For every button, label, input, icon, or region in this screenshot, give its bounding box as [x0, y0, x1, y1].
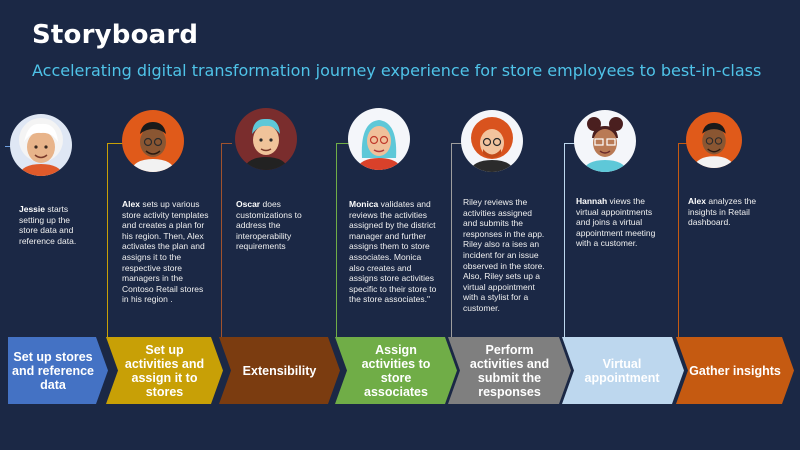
- persona-name: Oscar: [236, 199, 261, 209]
- avatar-oscar: [235, 108, 297, 170]
- persona-text: Riley reviews the activities assigned an…: [463, 197, 545, 313]
- connector-alex: [107, 143, 123, 338]
- page-subtitle: Accelerating digital transformation jour…: [32, 61, 762, 80]
- connector-alex-insights: [678, 143, 687, 338]
- stage-label: Assign activities to store associates: [361, 342, 431, 399]
- persona-name: Hannah: [576, 196, 608, 206]
- connector-hannah: [564, 143, 577, 338]
- stage-perform-activities: Perform activities and submit the respon…: [448, 337, 571, 404]
- avatar-jessie: [10, 114, 72, 176]
- stage-virtual-appointment: Virtual appointment: [562, 337, 684, 404]
- connector-monica: [336, 143, 349, 338]
- persona-text: does customizations to address the inter…: [236, 199, 302, 252]
- persona-text: sets up various store activity templates…: [122, 199, 209, 305]
- avatar-riley: [461, 110, 523, 172]
- stage-extensibility: Extensibility: [219, 337, 340, 404]
- persona-desc-alex: Alex sets up various store activity temp…: [122, 199, 210, 305]
- avatar-alex: [122, 110, 184, 172]
- persona-name: Monica: [349, 199, 379, 209]
- persona-name: Jessie: [19, 204, 45, 214]
- stage-label: Gather insights: [689, 363, 781, 378]
- persona-desc-oscar: Oscar does customizations to address the…: [236, 199, 314, 252]
- page-title: Storyboard: [32, 20, 199, 50]
- persona-text: views the virtual appointments and joins…: [576, 196, 656, 249]
- connector-riley: [451, 143, 464, 338]
- avatar-alex-insights: [686, 112, 742, 168]
- stage-setup-stores: Set up stores and reference data: [8, 337, 108, 404]
- stage-label: Set up stores and reference data: [12, 349, 94, 392]
- persona-desc-alex-insights: Alex analyzes the insights in Retail das…: [688, 196, 768, 228]
- persona-desc-monica: Monica validates and reviews the activit…: [349, 199, 437, 305]
- stage-label: Perform activities and submit the respon…: [469, 342, 550, 399]
- persona-name: Alex: [688, 196, 706, 206]
- persona-desc-riley: Riley reviews the activities assigned an…: [463, 197, 547, 314]
- avatar-monica: [348, 108, 410, 170]
- stage-assign-associates: Assign activities to store associates: [335, 337, 457, 404]
- connector-oscar: [221, 143, 232, 338]
- persona-name: Alex: [122, 199, 140, 209]
- stage-setup-activities: Set up activities and assign it to store…: [106, 337, 223, 404]
- stage-label: Virtual appointment: [584, 356, 660, 385]
- stage-label: Set up activities and assign it to store…: [124, 342, 205, 399]
- persona-desc-jessie: Jessie starts setting up the store data …: [19, 204, 89, 246]
- persona-text: analyzes the insights in Retail dashboar…: [688, 196, 757, 228]
- stage-gather-insights: Gather insights: [676, 337, 794, 404]
- avatar-hannah: [574, 110, 636, 172]
- persona-text: starts setting up the store data and ref…: [19, 204, 77, 246]
- persona-desc-hannah: Hannah views the virtual appointments an…: [576, 196, 660, 249]
- stage-label: Extensibility: [242, 363, 317, 378]
- persona-text: validates and reviews the activities ass…: [349, 199, 437, 305]
